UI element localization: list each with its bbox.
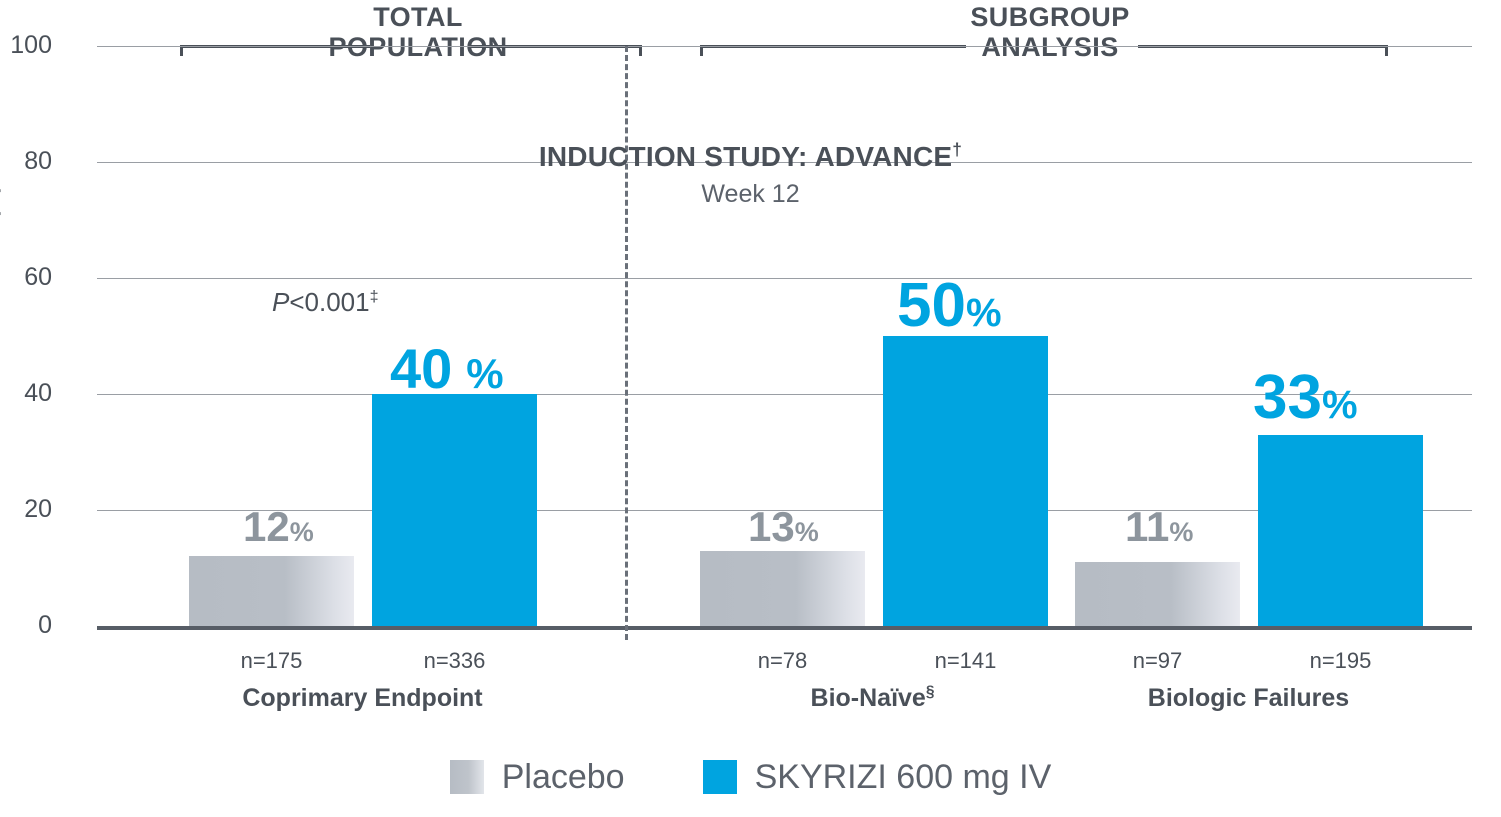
value-label-placebo-biologic-failures: 11% bbox=[1125, 506, 1193, 548]
axis-baseline bbox=[97, 626, 1472, 630]
n-label-skyrizi-coprimary: n=336 bbox=[423, 648, 486, 673]
value-label-skyrizi-bio-naive: 50% bbox=[897, 275, 1002, 337]
group-label-biologic-failures: Biologic Failures bbox=[1147, 684, 1350, 712]
n-label-placebo-coprimary: n=175 bbox=[240, 648, 303, 673]
bracket-tick-subgroup-right bbox=[1385, 45, 1388, 56]
legend-label-skyrizi: SKYRIZI 600 mg IV bbox=[754, 758, 1052, 796]
p-value-prefix: P bbox=[272, 287, 290, 317]
chart-title-text: INDUCTION STUDY: ADVANCE bbox=[538, 141, 953, 172]
n-label-skyrizi-biologic-failures: n=195 bbox=[1309, 648, 1372, 673]
section-divider bbox=[625, 46, 628, 640]
y-tick-60: 60 bbox=[24, 263, 52, 291]
bracket-tick-total-right bbox=[639, 45, 642, 56]
chart-subtitle: Week 12 bbox=[701, 179, 800, 208]
bar-placebo-coprimary[interactable] bbox=[189, 556, 354, 626]
section-header-subgroup-analysis: SUBGROUP ANALYSIS bbox=[970, 2, 1130, 62]
value-number: 40 bbox=[390, 337, 453, 400]
value-percent: % bbox=[794, 517, 819, 547]
y-tick-40: 40 bbox=[24, 379, 52, 407]
gridline-80 bbox=[97, 162, 1472, 163]
value-label-skyrizi-coprimary: 40% bbox=[390, 341, 504, 397]
value-number: 11 bbox=[1125, 503, 1170, 550]
plot-area: 100 80 60 40 20 0 bbox=[10, 33, 1472, 640]
group-label-coprimary-endpoint: Coprimary Endpoint bbox=[242, 684, 483, 712]
legend-item-placebo[interactable]: Placebo bbox=[449, 758, 625, 796]
title-block: INDUCTION STUDY: ADVANCE† Week 12 bbox=[0, 139, 1501, 208]
n-label-placebo-biologic-failures: n=97 bbox=[1132, 648, 1183, 673]
y-tick-100: 100 bbox=[10, 31, 52, 59]
value-label-placebo-coprimary: 12% bbox=[243, 506, 314, 548]
legend-item-skyrizi[interactable]: SKYRIZI 600 mg IV bbox=[702, 758, 1052, 796]
value-percent: % bbox=[466, 350, 504, 397]
chart-title-footnote-marker: † bbox=[952, 139, 963, 160]
group-label-text: Bio-Naïve bbox=[810, 684, 926, 712]
chart-title: INDUCTION STUDY: ADVANCE† bbox=[0, 139, 1501, 173]
gridline-20 bbox=[97, 510, 1472, 511]
value-percent: % bbox=[289, 517, 314, 547]
gridline-60 bbox=[97, 278, 1472, 279]
bar-skyrizi-coprimary[interactable] bbox=[372, 394, 537, 626]
value-label-skyrizi-biologic-failures: 33% bbox=[1253, 367, 1358, 429]
chart-legend: Placebo SKYRIZI 600 mg IV bbox=[0, 760, 1501, 794]
value-percent: % bbox=[965, 291, 1002, 335]
value-number: 50 bbox=[897, 271, 966, 340]
bracket-tick-total-left bbox=[180, 45, 183, 56]
bar-placebo-bio-naive[interactable] bbox=[700, 551, 865, 626]
value-number: 12 bbox=[243, 503, 290, 550]
group-label-footnote-marker: § bbox=[925, 683, 935, 701]
bar-skyrizi-bio-naive[interactable] bbox=[883, 336, 1048, 626]
bar-placebo-biologic-failures[interactable] bbox=[1075, 562, 1240, 626]
y-tick-80: 80 bbox=[24, 147, 52, 175]
bracket-tick-subgroup-left bbox=[700, 45, 703, 56]
gridline-40 bbox=[97, 394, 1472, 395]
group-label-bio-naive: Bio-Naïve§ bbox=[690, 683, 1055, 712]
value-percent: % bbox=[1169, 517, 1194, 547]
bar-skyrizi-biologic-failures[interactable] bbox=[1258, 435, 1423, 626]
value-number: 13 bbox=[748, 503, 795, 550]
y-tick-20: 20 bbox=[24, 495, 52, 523]
gridline-100 bbox=[97, 46, 1472, 47]
n-label-placebo-bio-naive: n=78 bbox=[757, 648, 808, 673]
legend-swatch-skyrizi-icon bbox=[702, 760, 737, 794]
value-label-placebo-bio-naive: 13% bbox=[748, 506, 819, 548]
legend-label-placebo: Placebo bbox=[501, 758, 625, 796]
p-value-rest: <0.001 bbox=[289, 287, 370, 317]
p-value-annotation: P<0.001‡ bbox=[272, 287, 379, 318]
p-value-footnote-marker: ‡ bbox=[369, 287, 379, 306]
n-label-skyrizi-bio-naive: n=141 bbox=[934, 648, 997, 673]
legend-swatch-placebo-icon bbox=[449, 760, 484, 794]
value-number: 33 bbox=[1253, 363, 1322, 432]
y-tick-0: 0 bbox=[38, 611, 52, 639]
value-percent: % bbox=[1321, 383, 1358, 427]
